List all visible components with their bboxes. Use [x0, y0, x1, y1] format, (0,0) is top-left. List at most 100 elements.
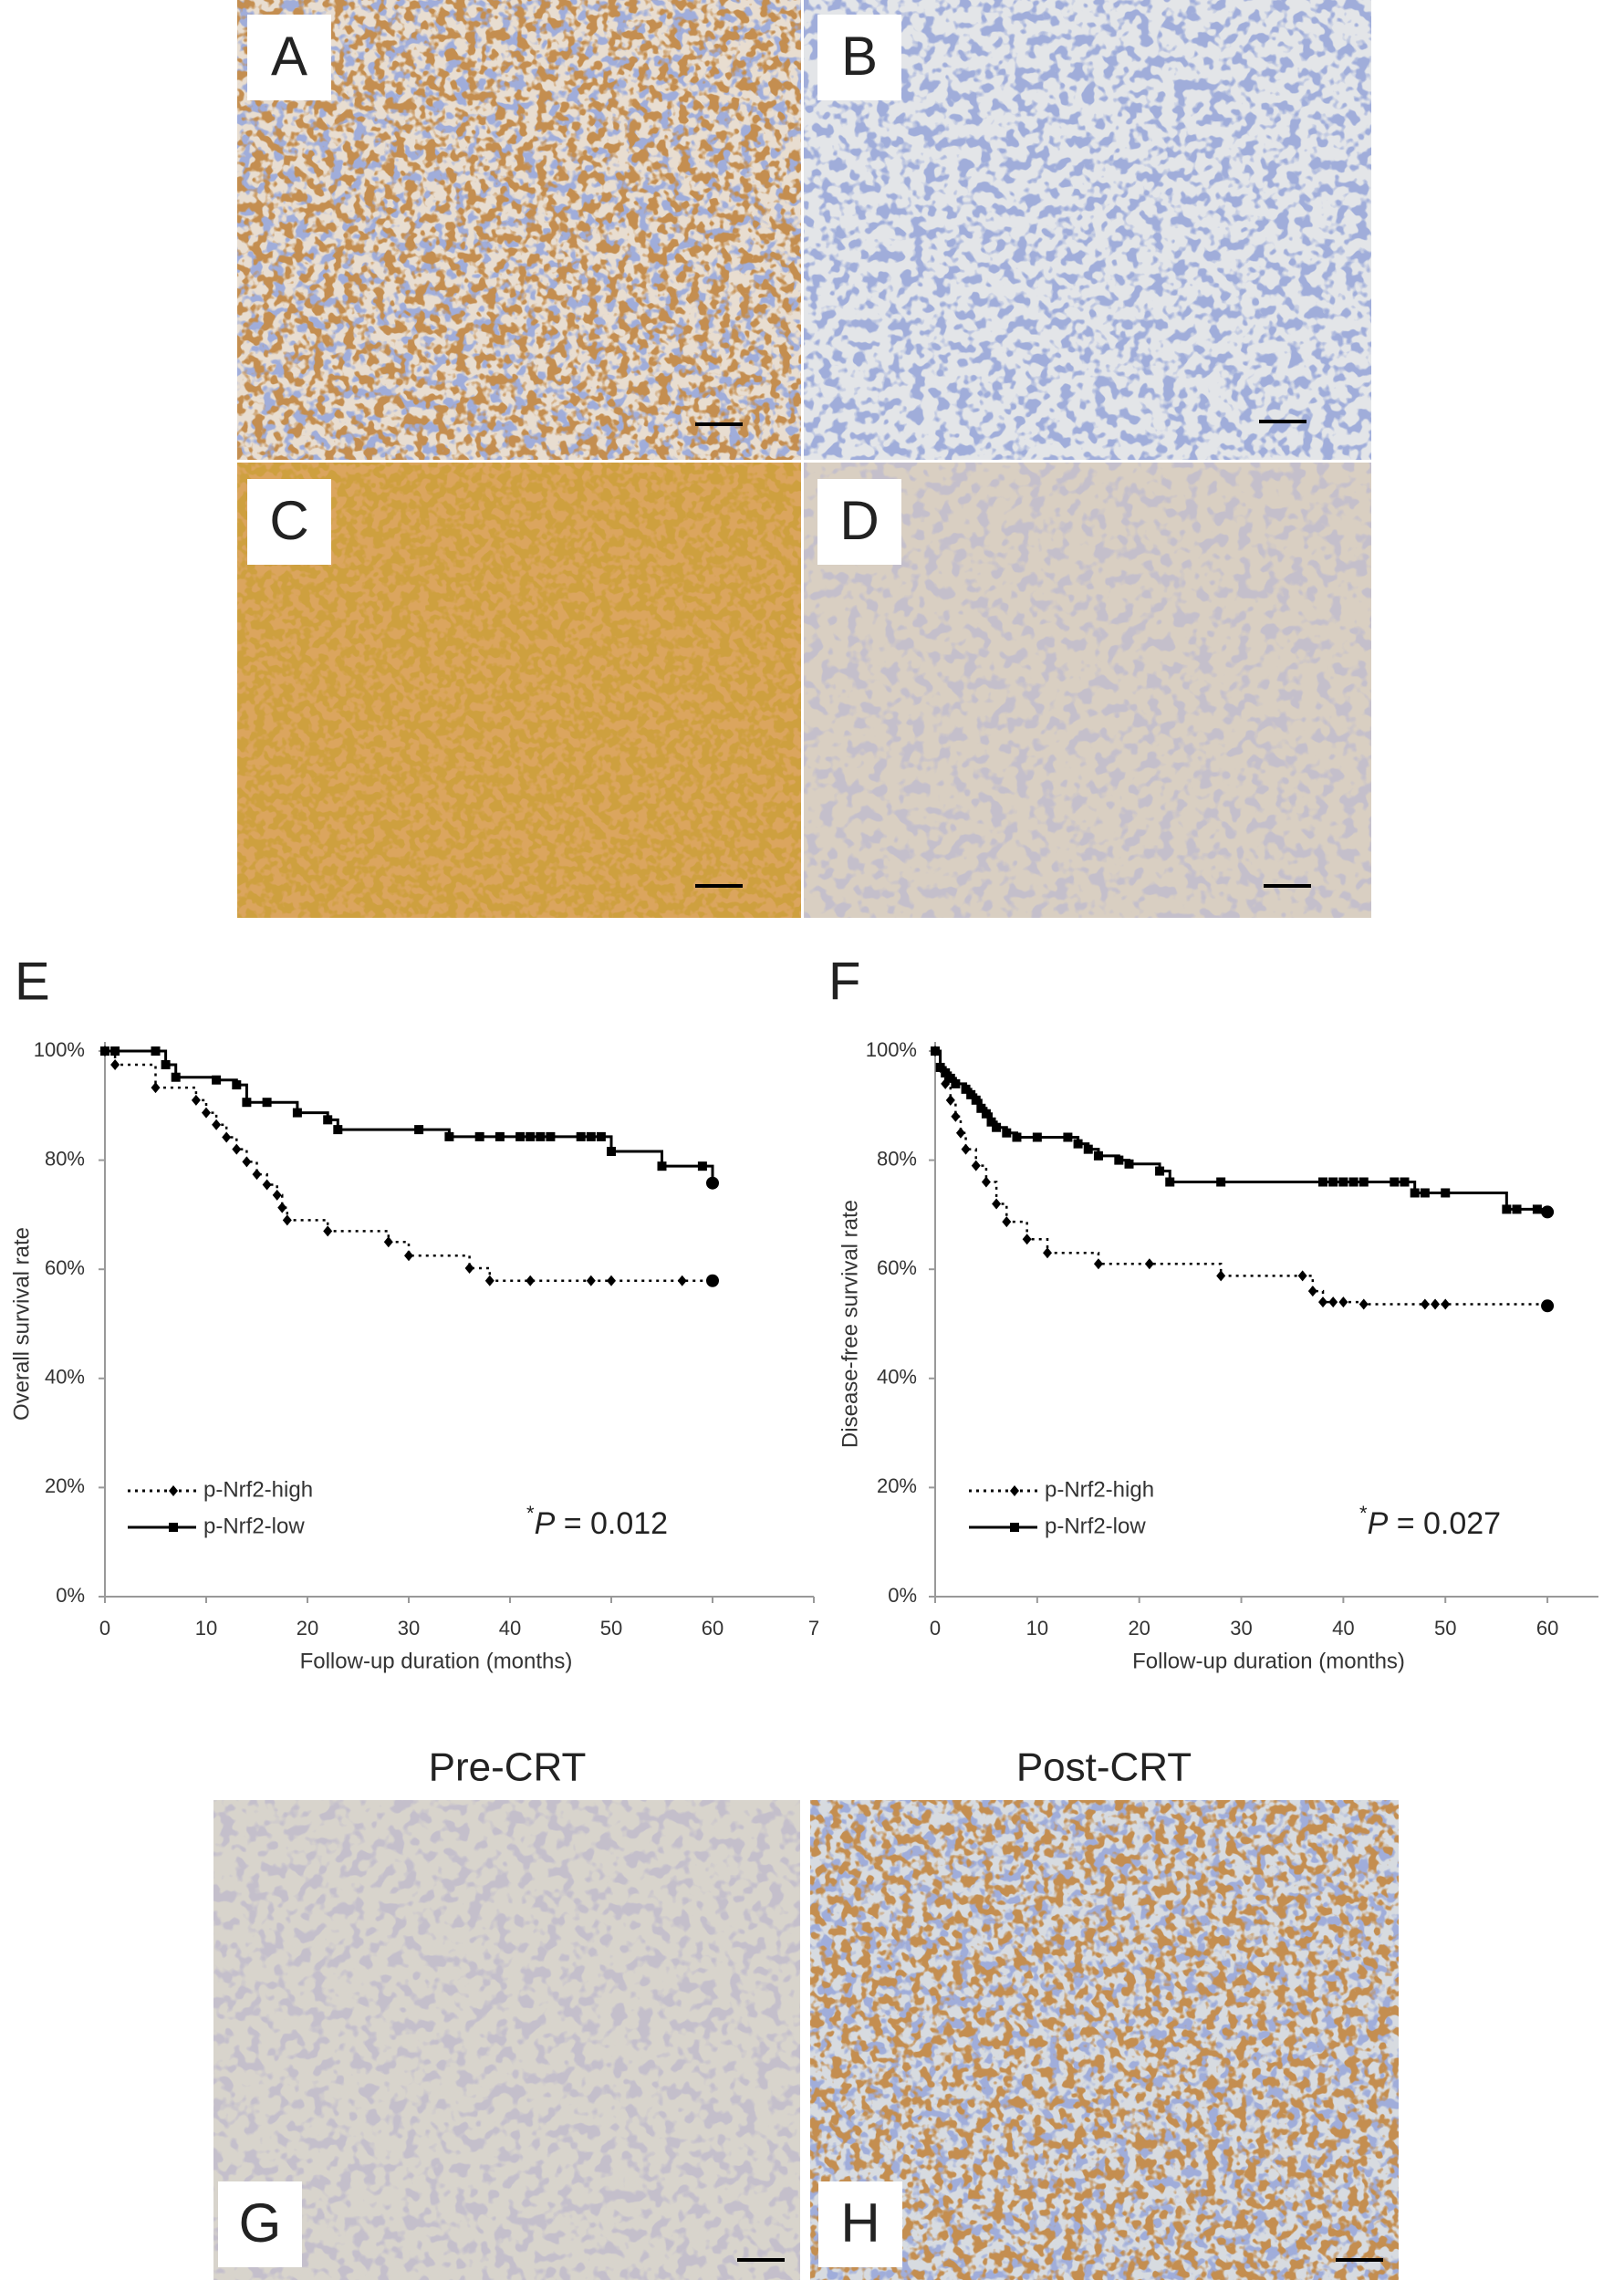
- marker: [292, 1108, 302, 1118]
- p-marker: *: [1359, 1502, 1368, 1525]
- marker: [981, 1176, 991, 1188]
- marker: [262, 1098, 272, 1108]
- y-tick-label: 100%: [34, 1038, 85, 1061]
- marker: [992, 1122, 1002, 1132]
- marker: [971, 1160, 981, 1171]
- marker: [935, 1062, 945, 1072]
- marker: [202, 1107, 211, 1119]
- y-tick-label: 60%: [877, 1256, 917, 1279]
- marker: [232, 1080, 242, 1090]
- marker: [951, 1110, 961, 1122]
- x-tick-label: 7: [808, 1617, 819, 1640]
- marker: [1144, 1258, 1154, 1270]
- marker: [1093, 1150, 1103, 1161]
- marker: [1541, 1205, 1555, 1219]
- marker: [222, 1131, 232, 1143]
- marker: [945, 1073, 955, 1083]
- p-value: *P = 0.027: [1359, 1502, 1501, 1541]
- marker: [586, 1275, 596, 1286]
- marker: [941, 1067, 951, 1078]
- stain: [810, 1800, 1399, 2280]
- marker: [1420, 1298, 1430, 1310]
- x-tick-label: 0: [930, 1617, 941, 1640]
- marker: [414, 1125, 424, 1135]
- marker: [252, 1169, 262, 1181]
- label-box: [818, 2181, 902, 2267]
- marker: [1043, 1247, 1053, 1259]
- p-symbol: P: [1368, 1506, 1389, 1541]
- x-tick-label: 0: [99, 1617, 110, 1640]
- micrographs: [213, 0, 1399, 2280]
- p-value: *P = 0.012: [526, 1502, 668, 1541]
- marker: [1328, 1296, 1338, 1308]
- x-axis-title: Follow-up duration (months): [1132, 1649, 1405, 1673]
- y-tick-label: 100%: [866, 1038, 917, 1061]
- marker: [1328, 1177, 1338, 1187]
- marker: [169, 1485, 178, 1496]
- marker: [1348, 1177, 1359, 1187]
- x-tick-label: 20: [297, 1617, 318, 1640]
- marker: [282, 1214, 292, 1226]
- marker: [1216, 1177, 1226, 1187]
- x-tick-label: 60: [1536, 1617, 1558, 1640]
- survival-curve: [105, 1049, 714, 1183]
- label-box: [817, 479, 901, 565]
- marker: [1420, 1188, 1430, 1198]
- panel-label: F: [828, 952, 860, 1011]
- marker: [272, 1189, 282, 1201]
- marker: [484, 1275, 494, 1286]
- p-text: = 0.012: [555, 1506, 668, 1541]
- label-box: [247, 15, 331, 100]
- x-tick-label: 40: [1332, 1617, 1354, 1640]
- marker: [464, 1263, 474, 1275]
- marker: [1010, 1523, 1019, 1532]
- marker: [1502, 1204, 1512, 1214]
- marker: [1512, 1204, 1522, 1214]
- marker: [383, 1236, 393, 1248]
- x-tick-label: 20: [1128, 1617, 1150, 1640]
- marker: [277, 1202, 287, 1213]
- survival-curve: [105, 1049, 713, 1283]
- x-tick-label: 40: [499, 1617, 521, 1640]
- marker: [474, 1131, 484, 1141]
- marker: [1002, 1128, 1012, 1138]
- y-tick-label: 80%: [877, 1147, 917, 1170]
- marker: [1165, 1177, 1175, 1187]
- x-tick-label: 10: [1026, 1617, 1048, 1640]
- marker: [1073, 1139, 1083, 1149]
- panel-label: H: [840, 2192, 880, 2254]
- marker: [1012, 1132, 1022, 1142]
- marker: [1002, 1216, 1012, 1228]
- marker: [951, 1078, 961, 1088]
- x-axis-title: Follow-up duration (months): [300, 1649, 573, 1673]
- marker: [333, 1125, 343, 1135]
- marker: [981, 1109, 991, 1119]
- y-tick-label: 20%: [45, 1474, 85, 1497]
- marker: [1155, 1166, 1165, 1176]
- marker: [961, 1143, 971, 1155]
- legend-label: p-Nrf2-high: [1045, 1477, 1154, 1502]
- marker: [1400, 1177, 1410, 1187]
- marker: [242, 1098, 252, 1108]
- marker: [596, 1131, 606, 1141]
- marker: [607, 1147, 616, 1157]
- marker: [1431, 1298, 1441, 1310]
- marker: [171, 1072, 181, 1082]
- legend-label: p-Nrf2-low: [203, 1514, 305, 1538]
- x-tick-label: 50: [1434, 1617, 1456, 1640]
- marker: [607, 1275, 616, 1286]
- marker: [1359, 1177, 1369, 1187]
- panel-label: C: [269, 490, 308, 551]
- marker: [1114, 1155, 1124, 1165]
- marker: [494, 1131, 505, 1141]
- x-tick-label: 60: [702, 1617, 724, 1640]
- marker: [1083, 1144, 1093, 1154]
- marker: [961, 1084, 971, 1094]
- panel-label: G: [239, 2192, 282, 2254]
- legend-label: p-Nrf2-high: [203, 1477, 313, 1502]
- marker: [515, 1131, 526, 1141]
- marker: [1216, 1270, 1226, 1282]
- panel-label: B: [841, 26, 878, 87]
- marker: [697, 1161, 707, 1171]
